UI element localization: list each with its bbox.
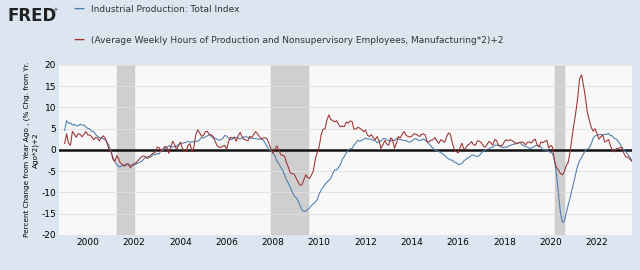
Bar	[555, 65, 564, 235]
Text: FRED: FRED	[8, 7, 57, 25]
Text: ✦: ✦	[52, 7, 58, 13]
Bar	[271, 65, 308, 235]
Text: Industrial Production: Total Index: Industrial Production: Total Index	[91, 5, 239, 14]
Y-axis label: Percent Change from Year Ago , (% Chg. from Yr.
Ago*2)+2: Percent Change from Year Ago , (% Chg. f…	[24, 62, 38, 238]
Text: (Average Weekly Hours of Production and Nonsupervisory Employees, Manufacturing*: (Average Weekly Hours of Production and …	[91, 36, 504, 45]
Text: —: —	[74, 35, 84, 45]
Text: —: —	[74, 4, 84, 14]
Bar	[116, 65, 134, 235]
